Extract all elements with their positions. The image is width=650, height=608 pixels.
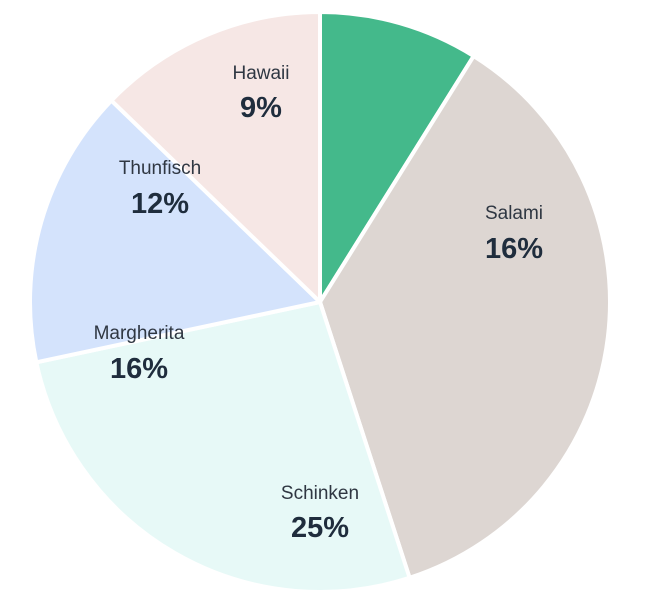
slice-label-thunfisch: Thunfisch <box>119 158 201 179</box>
pie-slice-salami <box>318 54 612 580</box>
slice-label-salami: Salami <box>485 203 543 224</box>
slice-value-schinken: 25% <box>291 512 349 544</box>
slice-value-margherita: 16% <box>110 353 168 385</box>
pie-slice-thunfisch <box>109 10 322 304</box>
pie-slice-hawaii <box>318 10 476 304</box>
pie-slice-schinken <box>34 300 412 594</box>
pie-labels: Hawaii 9% Salami 16% Schinken 25% Marghe… <box>94 63 544 544</box>
slice-label-margherita: Margherita <box>94 323 185 344</box>
pie-slices <box>28 10 612 594</box>
slice-label-hawaii: Hawaii <box>232 63 289 84</box>
slice-value-salami: 16% <box>485 233 543 265</box>
slice-value-thunfisch: 12% <box>131 188 189 220</box>
slice-label-schinken: Schinken <box>281 483 359 504</box>
pie-slice-margherita <box>28 98 322 365</box>
slice-value-hawaii: 9% <box>240 92 282 124</box>
